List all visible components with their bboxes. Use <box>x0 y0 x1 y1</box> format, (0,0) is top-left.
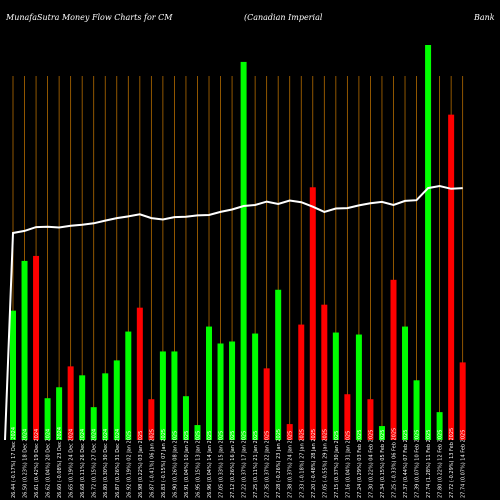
money-flow-bar <box>90 407 97 440</box>
x-tick-label: 27.28 (-0.26%) 23 Jan 2025 <box>276 429 282 498</box>
x-tick-label: 26.95 (0.15%) 13 Jan 2025 <box>196 431 202 498</box>
x-tick-label: 27.25 (0.11%) 21 Jan 2025 <box>253 431 259 498</box>
x-tick-label: 26.91 (0.04%) 10 Jan 2025 <box>184 431 190 498</box>
x-tick-label: 26.72 (0.15%) 27 Dec 2024 <box>92 429 98 498</box>
x-tick-label: 26.61 (0.42%) 19 Dec 2024 <box>34 429 40 498</box>
chart-title-middle: (Canadian Imperial <box>244 13 323 22</box>
money-flow-bar <box>44 398 51 440</box>
money-flow-bar <box>402 326 409 440</box>
money-flow-bar <box>21 260 28 440</box>
x-tick-label: 27.80 (0.22%) 12 Feb 2025 <box>438 430 444 498</box>
x-tick-label: 26.50 (0.23%) 18 Dec 2024 <box>23 429 29 498</box>
money-flow-bar <box>425 45 432 440</box>
chart-title-left: MunafaSutra Money Flow Charts for CM <box>6 13 173 22</box>
x-tick-label: 27.37 (0.44%) 07 Feb 2025 <box>403 430 409 498</box>
x-tick-label: 26.60 (-0.08%) 23 Dec 2024 <box>57 427 63 498</box>
money-flow-bar <box>159 351 166 440</box>
money-flow-bar <box>194 425 201 440</box>
money-flow-bar <box>79 375 86 440</box>
x-tick-label: 26.62 (0.04%) 20 Dec 2024 <box>46 429 52 498</box>
x-tick-label: 27.05 (-0.55%) 29 Jan 2025 <box>322 429 328 498</box>
x-tick-label: 27.33 (-0.18%) 27 Jan 2025 <box>299 429 305 498</box>
x-tick-label: 27.74 (1.28%) 11 Feb 2025 <box>426 430 432 498</box>
money-flow-bar <box>378 426 385 440</box>
money-flow-bar <box>182 396 189 440</box>
money-flow-bar <box>321 304 328 440</box>
x-tick-label: 27.39 (0.07%) 10 Feb 2025 <box>415 430 421 498</box>
money-flow-bar <box>390 279 397 440</box>
x-tick-label: 27.72 (-0.29%) 13 Feb 2025 <box>449 428 455 498</box>
money-flow-bar <box>448 114 455 441</box>
money-flow-bar <box>171 351 178 440</box>
x-tick-label: 27.16 (0.04%) 31 Jan 2025 <box>345 431 351 498</box>
money-flow-bar <box>136 307 143 440</box>
money-flow-bar <box>125 331 132 440</box>
money-flow-bar <box>436 412 443 440</box>
money-flow-bar <box>275 289 282 440</box>
money-flow-bar <box>102 373 109 440</box>
money-flow-bar <box>355 334 362 440</box>
x-tick-label: 26.44 (-0.17%) 17 Dec 2024 <box>11 427 17 498</box>
x-tick-label: 26.90 (0.26%) 08 Jan 2025 <box>172 431 178 498</box>
x-tick-label: 27.12 (0.26%) 16 Jan 2025 <box>230 431 236 498</box>
x-tick-label: 26.87 (-0.41%) 06 Jan 2025 <box>149 429 155 498</box>
x-tick-label: 27.05 (0.33%) 15 Jan 2025 <box>219 431 225 498</box>
x-tick-label: 27.34 (0.15%) 05 Feb 2025 <box>380 430 386 498</box>
money-flow-bar <box>33 255 40 440</box>
x-tick-label: 27.24 (0.29%) 03 Feb 2025 <box>357 430 363 498</box>
x-tick-label: 27.15 (0.37%) 30 Jan 2025 <box>334 431 340 498</box>
money-flow-bar <box>332 332 339 440</box>
x-tick-label: 27.38 (0.37%) 24 Jan 2025 <box>288 431 294 498</box>
money-flow-bar <box>367 399 374 440</box>
x-tick-label: 26.87 (0.26%) 31 Dec 2024 <box>115 429 121 498</box>
money-flow-bar <box>309 187 316 440</box>
x-tick-label: 27.30 (0.22%) 04 Feb 2025 <box>368 430 374 498</box>
money-flow-bar <box>56 387 63 440</box>
x-tick-label: 27.74 (0.07%) 14 Feb 2025 <box>461 430 467 498</box>
money-flow-bar <box>252 333 259 440</box>
money-flow-bar <box>263 368 270 440</box>
x-tick-label: 27.20 (-0.48%) 28 Jan 2025 <box>311 429 317 498</box>
money-flow-bar <box>229 341 236 440</box>
money-flow-bar <box>217 343 224 440</box>
money-flow-bar <box>113 360 120 440</box>
x-tick-label: 26.83 (-0.15%) 07 Jan 2025 <box>161 429 167 498</box>
x-tick-label: 27.25 (-0.33%) 06 Feb 2025 <box>392 428 398 498</box>
money-flow-bar <box>206 326 213 440</box>
x-tick-label: 26.65 (0.19%) 24 Dec 2024 <box>69 429 75 498</box>
price-line <box>4 184 463 441</box>
x-tick-label: 27.22 (0.37%) 17 Jan 2025 <box>242 431 248 498</box>
money-flow-bar <box>413 380 420 440</box>
x-tick-label: 27.35 (0.37%) 22 Jan 2025 <box>265 431 271 498</box>
money-flow-bar <box>10 310 16 440</box>
x-tick-label: 26.68 (0.11%) 26 Dec 2024 <box>80 429 86 498</box>
x-tick-label: 26.80 (0.30%) 30 Dec 2024 <box>103 429 109 498</box>
money-flow-bar <box>240 61 247 440</box>
x-tick-label: 26.96 (0.04%) 14 Jan 2025 <box>207 431 213 498</box>
money-flow-bar <box>298 324 305 440</box>
money-flow-bar <box>148 399 155 440</box>
money-flow-bar <box>286 424 293 440</box>
money-flow-bar <box>67 366 74 440</box>
money-flow-bar <box>459 362 466 440</box>
chart-title-right: Bank <box>474 13 495 22</box>
x-tick-label: 26.92 (0.19%) 02 Jan 2025 <box>126 431 132 498</box>
x-tick-label: 26.98 (0.22%) 03 Jan 2025 <box>138 431 144 498</box>
money-flow-bar <box>344 394 351 440</box>
